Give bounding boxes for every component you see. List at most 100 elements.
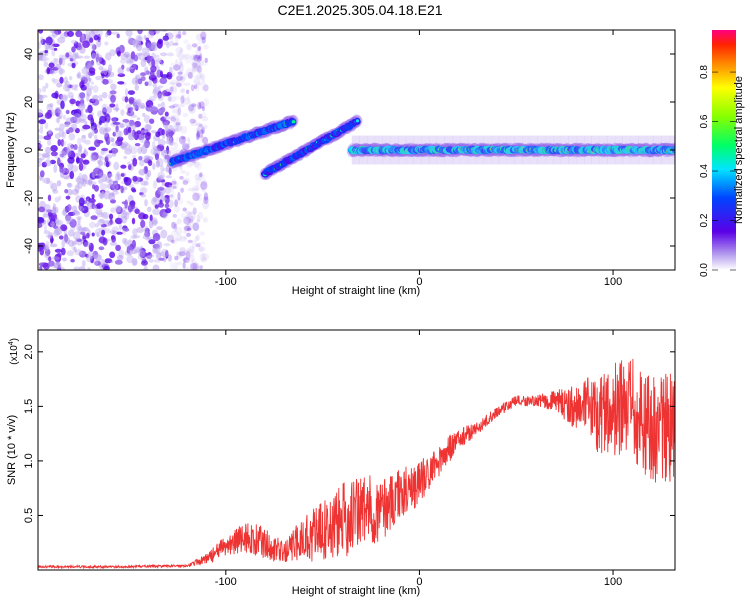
heatmap-cell: [176, 164, 183, 168]
heatmap-cell: [180, 187, 185, 193]
heatmap-cell: [190, 215, 195, 221]
heatmap-cell: [192, 262, 199, 270]
heatmap-cell: [140, 72, 147, 76]
heatmap-cell: [111, 226, 120, 233]
heatmap-cell: [175, 125, 183, 132]
heatmap-cell: [132, 155, 136, 159]
heatmap-cell: [110, 83, 117, 91]
heatmap-cell: [44, 224, 47, 233]
heatmap-cell: [100, 223, 107, 228]
heatmap-cell: [115, 244, 121, 252]
heatmap-cell: [155, 160, 160, 168]
heatmap-cell: [143, 225, 149, 235]
heatmap-cell: [68, 239, 74, 247]
heatmap-cell: [193, 196, 200, 201]
heatmap-cell: [169, 66, 173, 74]
snr-background: [38, 330, 675, 570]
heatmap-cell: [145, 132, 151, 141]
heatmap-cell: [81, 260, 86, 267]
heatmap-cell: [60, 100, 65, 110]
heatmap-cell: [38, 94, 44, 103]
heatmap-cell: [195, 178, 200, 187]
heatmap-cell: [167, 141, 176, 146]
heatmap-cell: [180, 212, 185, 219]
heatmap-cell: [69, 171, 75, 180]
heatmap-cell: [178, 251, 186, 257]
heatmap-cell: [116, 50, 121, 57]
heatmap-cell: [121, 143, 127, 150]
heatmap-cell: [133, 54, 139, 62]
heatmap-cell: [83, 55, 91, 59]
heatmap-cell: [88, 177, 93, 186]
heatmap-cell: [164, 154, 170, 160]
heatmap-cell: [189, 55, 197, 61]
heatmap-cell: [137, 35, 142, 44]
heatmap-cell: [169, 86, 174, 92]
heatmap-cell: [61, 58, 65, 66]
heatmap-cell: [176, 78, 180, 87]
heatmap-cell: [134, 79, 143, 84]
heatmap-cell: [109, 90, 117, 95]
heatmap-cell: [160, 106, 166, 113]
heatmap-cell: [192, 192, 200, 201]
heatmap-cell: [153, 246, 161, 254]
heatmap-cell: [195, 161, 202, 171]
heatmap-cell: [147, 159, 153, 166]
heatmap-cell: [183, 97, 191, 105]
heatmap-cell: [159, 59, 164, 65]
heatmap-cell: [79, 92, 86, 99]
heatmap-cell: [149, 214, 153, 222]
heatmap-cell: [100, 212, 108, 218]
heatmap-cell: [78, 172, 83, 181]
x-tick-label: 0: [416, 276, 422, 288]
heatmap-cell: [178, 103, 185, 108]
heatmap-cell: [182, 257, 190, 264]
heatmap-cell: [198, 246, 204, 253]
heatmap-cell: [64, 121, 71, 126]
heatmap-cell: [83, 148, 87, 155]
heatmap-cell: [161, 248, 169, 258]
heatmap-cell: [119, 123, 125, 129]
heatmap-cell: [164, 194, 170, 199]
heatmap-cell: [45, 240, 50, 250]
heatmap-cell: [183, 39, 189, 45]
heatmap-cell: [120, 215, 128, 224]
heatmap-cell: [173, 180, 179, 190]
heatmap-cell: [49, 243, 58, 248]
heatmap-cell: [196, 65, 202, 73]
heatmap-cell: [97, 218, 105, 226]
heatmap-cell: [191, 259, 196, 264]
heatmap-cell: [105, 161, 110, 168]
heatmap-cell: [166, 136, 173, 142]
heatmap-cell: [79, 227, 87, 232]
heatmap-cell: [52, 66, 59, 71]
heatmap-cell: [169, 137, 174, 146]
heatmap-cell: [351, 135, 360, 165]
heatmap-cell: [175, 227, 183, 236]
heatmap-cell: [61, 239, 66, 248]
heatmap-cell: [198, 58, 204, 67]
heatmap-cell: [197, 40, 203, 46]
heatmap-cell: [92, 205, 98, 211]
heatmap-cell: [192, 207, 197, 215]
heatmap-cell: [149, 42, 156, 51]
heatmap-cell: [102, 78, 109, 85]
heatmap-cell: [182, 54, 187, 61]
heatmap-cell: [38, 112, 44, 118]
colorbar-tick-label: 0.4: [699, 164, 710, 178]
heatmap-cell: [130, 187, 136, 192]
heatmap-cell: [163, 121, 169, 129]
heatmap-cell: [94, 223, 100, 228]
heatmap-cell: [104, 41, 109, 46]
heatmap-cell: [88, 242, 94, 252]
heatmap-cell: [101, 211, 110, 220]
heatmap-cell: [202, 106, 205, 112]
heatmap-cell: [176, 78, 183, 87]
heatmap-cell: [86, 71, 91, 80]
heatmap-cell: [200, 73, 206, 81]
heatmap-cell: [186, 222, 190, 232]
spectrogram-panel: -100 0 100 -40 -20 0 20 40 Height of straight …: [5, 29, 676, 297]
heatmap-cell: [42, 154, 50, 158]
heatmap-cell: [162, 35, 169, 41]
